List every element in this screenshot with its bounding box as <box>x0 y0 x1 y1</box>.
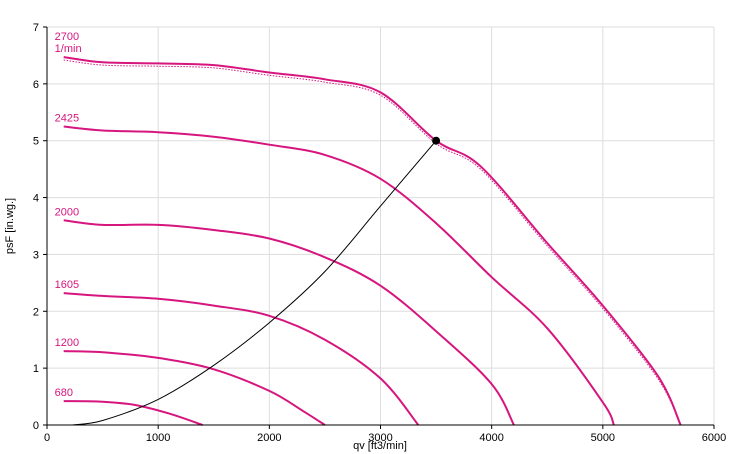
series-1200-line <box>63 350 326 426</box>
series-2000-line <box>63 219 515 426</box>
x-axis-title: qv [ft3/min] <box>353 440 407 452</box>
x-tick-label: 5000 <box>591 432 615 444</box>
series-1200-label: 1200 <box>55 337 79 349</box>
series-1605-label: 1605 <box>55 279 79 291</box>
series-1605-line <box>63 292 420 426</box>
y-ticks: 0 1 2 3 4 5 6 7 <box>33 22 47 432</box>
operating-point-marker <box>432 136 441 145</box>
x-tick-label: 1000 <box>146 432 170 444</box>
series-2700-dotted-line <box>63 59 682 426</box>
series-2700-unit-label: 1/min <box>55 43 82 55</box>
y-tick-label: 0 <box>33 420 39 432</box>
y-tick-label: 1 <box>33 363 39 375</box>
y-tick-label: 7 <box>33 22 39 34</box>
system-curve-group <box>72 136 441 426</box>
series-2000-label: 2000 <box>55 206 79 218</box>
x-tick-label: 6000 <box>702 432 726 444</box>
y-axis-title: psF [in.wg.] <box>4 198 16 254</box>
y-tick-label: 6 <box>33 79 39 91</box>
series-2425-line <box>63 125 615 426</box>
x-tick-label: 2000 <box>257 432 281 444</box>
y-tick-label: 2 <box>33 306 39 318</box>
y-tick-label: 5 <box>33 136 39 148</box>
x-ticks: 0 1000 2000 3000 4000 5000 6000 <box>44 425 726 444</box>
series-2425-label: 2425 <box>55 113 79 125</box>
system-curve-line <box>72 140 437 426</box>
series-680-label: 680 <box>55 387 73 399</box>
x-tick-label: 0 <box>44 432 50 444</box>
series-680-line <box>63 400 203 426</box>
y-tick-label: 4 <box>33 193 39 205</box>
y-tick-label: 3 <box>33 249 39 261</box>
series-group <box>63 56 682 426</box>
series-2700-label: 2700 <box>55 31 79 43</box>
x-tick-label: 4000 <box>479 432 503 444</box>
series-2700-line <box>63 56 682 426</box>
x-tick-label: 3000 <box>368 432 392 444</box>
